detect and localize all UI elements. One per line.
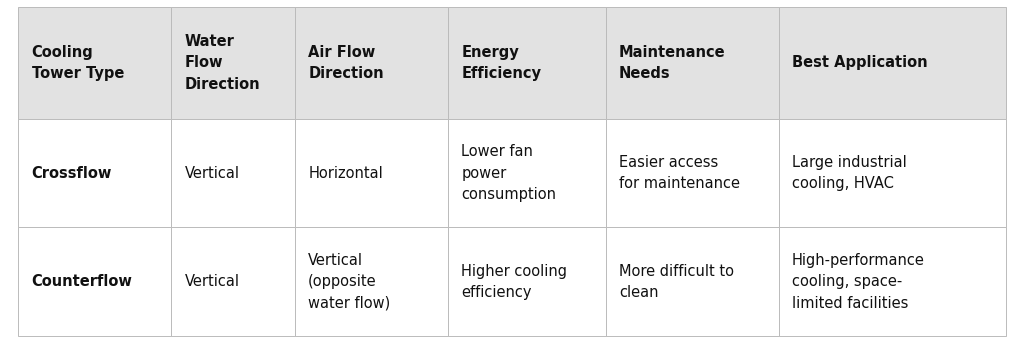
Text: Water
Flow
Direction: Water Flow Direction xyxy=(184,34,260,92)
Bar xyxy=(171,7,295,119)
Bar xyxy=(778,227,1006,336)
Bar xyxy=(171,227,295,336)
Text: High-performance
cooling, space-
limited facilities: High-performance cooling, space- limited… xyxy=(792,253,925,311)
Bar xyxy=(447,227,606,336)
Text: Easier access
for maintenance: Easier access for maintenance xyxy=(620,155,740,191)
Bar xyxy=(447,119,606,227)
Text: Maintenance
Needs: Maintenance Needs xyxy=(620,45,726,81)
Text: More difficult to
clean: More difficult to clean xyxy=(620,263,734,300)
Bar xyxy=(778,7,1006,119)
Text: Vertical: Vertical xyxy=(184,166,240,181)
Bar xyxy=(606,227,778,336)
Text: Counterflow: Counterflow xyxy=(32,274,133,289)
Bar xyxy=(18,119,171,227)
Text: Energy
Efficiency: Energy Efficiency xyxy=(461,45,541,81)
Text: Vertical: Vertical xyxy=(184,274,240,289)
Text: Large industrial
cooling, HVAC: Large industrial cooling, HVAC xyxy=(792,155,906,191)
Text: Horizontal: Horizontal xyxy=(308,166,383,181)
Bar xyxy=(295,227,447,336)
Bar xyxy=(295,7,447,119)
Text: Best Application: Best Application xyxy=(792,55,928,70)
Bar xyxy=(778,119,1006,227)
Bar xyxy=(606,119,778,227)
Bar xyxy=(606,7,778,119)
Bar xyxy=(171,119,295,227)
Text: Air Flow
Direction: Air Flow Direction xyxy=(308,45,384,81)
Bar xyxy=(18,7,171,119)
Text: Lower fan
power
consumption: Lower fan power consumption xyxy=(461,144,556,202)
Text: Higher cooling
efficiency: Higher cooling efficiency xyxy=(461,263,567,300)
Bar xyxy=(447,7,606,119)
Text: Cooling
Tower Type: Cooling Tower Type xyxy=(32,45,124,81)
Text: Vertical
(opposite
water flow): Vertical (opposite water flow) xyxy=(308,253,390,311)
Text: Crossflow: Crossflow xyxy=(32,166,112,181)
Bar xyxy=(18,227,171,336)
Bar xyxy=(295,119,447,227)
